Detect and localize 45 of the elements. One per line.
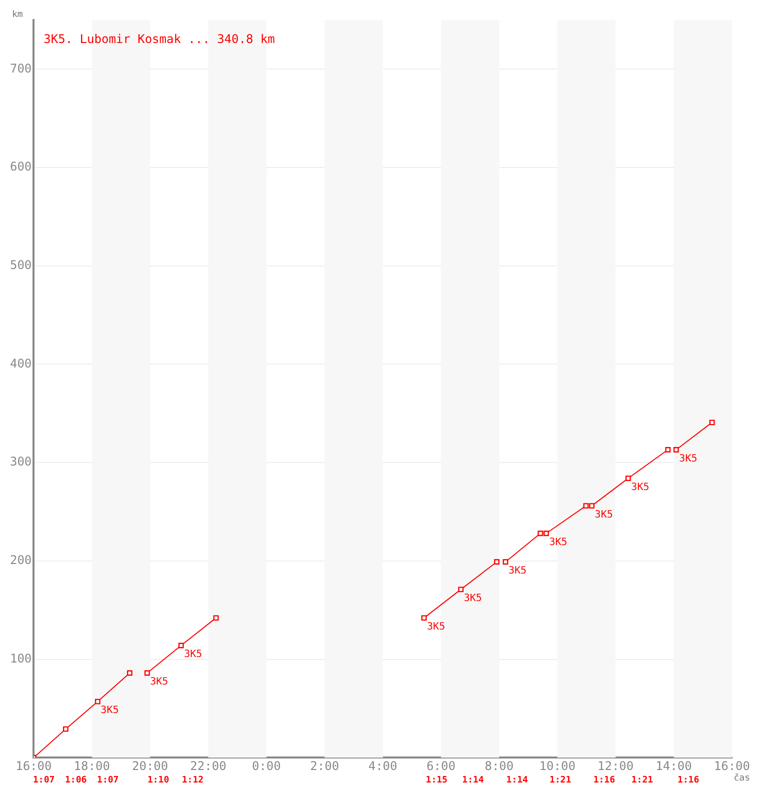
text: 1:21 xyxy=(631,775,654,786)
text: 1:14 xyxy=(462,775,484,786)
x-tick-label: 16:00 xyxy=(714,758,750,773)
annotation: 3K5 xyxy=(100,705,119,716)
text: 1:15 xyxy=(426,775,448,786)
x-tick-label: 14:00 xyxy=(656,758,692,773)
annotation: 3K5 xyxy=(631,482,650,493)
text: 1:06 xyxy=(65,775,87,786)
annotation: 3K5 xyxy=(549,536,568,548)
y-tick-label: 400 xyxy=(10,356,32,370)
y-tick-label: 500 xyxy=(10,258,32,272)
annotation: 3K5 xyxy=(464,593,482,604)
x-tick-label: 16:00 xyxy=(16,758,52,773)
x-tick-label: 12:00 xyxy=(598,758,634,773)
y-tick-label: 200 xyxy=(10,553,32,568)
text: 1:07 xyxy=(33,775,55,786)
annotation: 3K5 xyxy=(184,649,202,660)
text: 1:12 xyxy=(182,775,204,786)
y-tick-label: 100 xyxy=(10,651,32,666)
x-tick-label: 18:00 xyxy=(74,758,110,773)
x-tick-label: 0:00 xyxy=(252,758,281,773)
y-tick-label: 700 xyxy=(10,61,32,76)
y-tick-label: 600 xyxy=(10,160,32,174)
text: 1:21 xyxy=(549,775,572,786)
text: 1:07 xyxy=(97,775,119,786)
text: 1:10 xyxy=(147,775,170,786)
x-tick-label: 22:00 xyxy=(190,758,226,773)
annotation: 3K5 xyxy=(427,622,446,633)
x-tick-label: 10:00 xyxy=(539,758,576,773)
x-tick-label: 20:00 xyxy=(132,758,168,773)
x-axis-title: čas xyxy=(734,772,750,784)
y-tick-label: 300 xyxy=(10,454,32,469)
annotation: 3K5 xyxy=(150,676,168,688)
text: 3K5. Lubomir Kosmak ... 340.8 km xyxy=(44,32,275,46)
x-tick-label: 4:00 xyxy=(368,758,398,773)
annotation: 3K5 xyxy=(508,565,527,576)
text: 1:16 xyxy=(593,775,616,786)
x-tick-label: 6:00 xyxy=(426,758,456,773)
annotation: 3K5 xyxy=(679,453,698,464)
y-axis-title: km xyxy=(12,10,23,20)
x-tick-label: 8:00 xyxy=(484,758,514,773)
text: 1:14 xyxy=(506,775,529,786)
text: 1:16 xyxy=(677,775,700,786)
x-tick-label: 2:00 xyxy=(310,758,340,773)
annotation: 3K5 xyxy=(594,509,613,520)
